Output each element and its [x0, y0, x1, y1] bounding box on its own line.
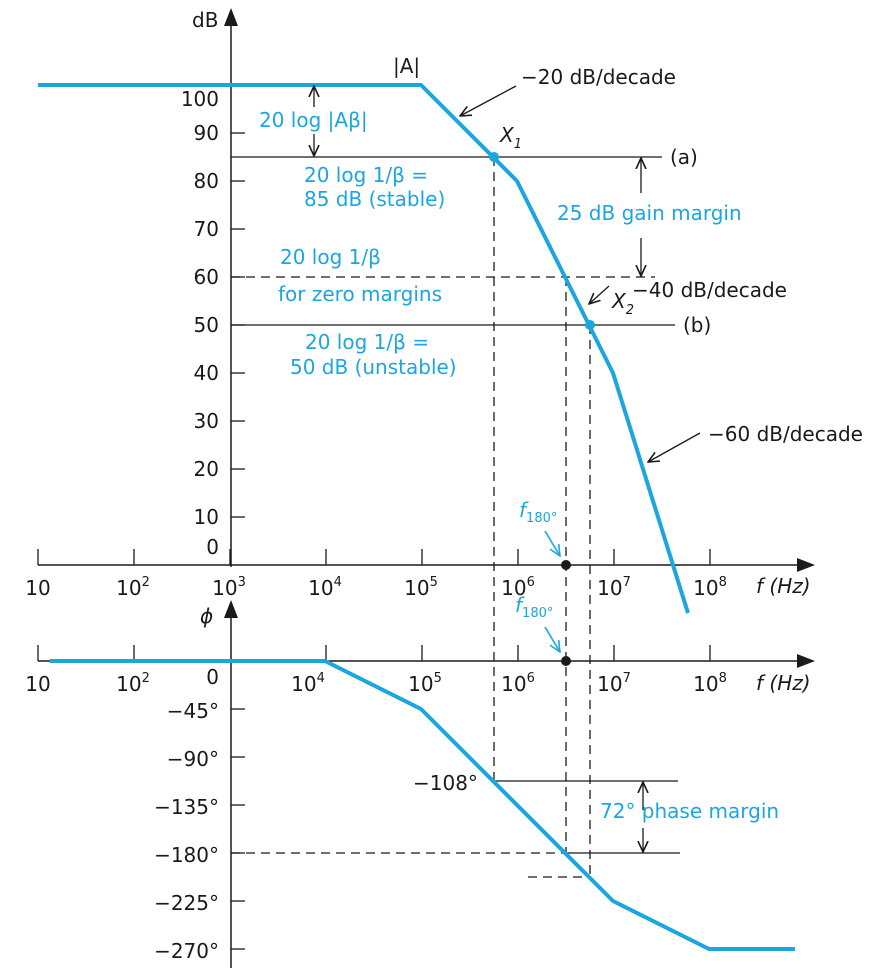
- f180-label-mag: f180°: [519, 498, 557, 526]
- freq-axis-label: f (Hz): [756, 574, 811, 598]
- f180-arrow-phase: [544, 626, 560, 652]
- beta85-line2: 85 dB (stable): [304, 187, 445, 211]
- annotations: |A| −20 dB/decade −40 dB/decade −60 dB/d…: [259, 54, 863, 823]
- y-tick-label: 60: [194, 265, 219, 289]
- abs-a-label: |A|: [393, 54, 420, 78]
- y-tick-label: −45°: [167, 699, 219, 723]
- phase-margin-label: 72° phase margin: [600, 799, 779, 823]
- x-tick-label: 108: [693, 575, 727, 600]
- x-tick-label: 104: [291, 671, 325, 696]
- y-tick-label: 90: [194, 121, 219, 145]
- y-tick-label: 70: [194, 217, 219, 241]
- freq-axis-label-2: f (Hz): [756, 671, 811, 695]
- f180-arrow-mag: [544, 530, 560, 556]
- beta50-line1: 20 log 1/β =: [305, 330, 429, 354]
- mag-y-arrowhead: [224, 8, 238, 26]
- x2-label: X2: [611, 289, 634, 318]
- f180-dot-phase: [561, 656, 571, 666]
- y-tick-label: 50: [194, 313, 219, 337]
- y-tick-label: −180°: [154, 843, 219, 867]
- slope20-arrow: [460, 85, 517, 116]
- line-a-label: (a): [670, 145, 698, 169]
- x-tick-label: 103: [212, 575, 246, 600]
- y-tick-label: 30: [194, 409, 219, 433]
- x-tick-label: 106: [501, 671, 535, 696]
- slope-60-label: −60 dB/decade: [708, 422, 863, 446]
- y-tick-label: 10: [194, 505, 219, 529]
- f180-label-phase: f180°: [515, 593, 553, 621]
- y-tick-label: 20: [194, 457, 219, 481]
- phase-x-tick-labels: 10 102 104 105 106 107 108 f (Hz): [25, 671, 810, 696]
- x-tick-label: 102: [116, 671, 150, 696]
- beta50-line2: 50 dB (unstable): [290, 355, 457, 379]
- slope60-arrow: [648, 432, 701, 462]
- phi-axis-label: ϕ: [200, 604, 213, 628]
- slope-20-label: −20 dB/decade: [521, 65, 676, 89]
- axes: [38, 8, 815, 968]
- x-tick-label: 105: [404, 575, 438, 600]
- mag-y-tick-labels: 100 90 80 70 60 50 40 30 20 10 0: [181, 87, 219, 559]
- db-axis-label: dB: [192, 8, 218, 32]
- beta60-line2: for zero margins: [278, 282, 442, 306]
- y-tick-label: −270°: [154, 939, 219, 963]
- point-x1: [489, 152, 499, 162]
- mag-x-arrowhead: [797, 558, 815, 572]
- phase-x-arrowhead: [797, 654, 815, 668]
- phase-zero-label: 0: [206, 665, 219, 689]
- phase-y-arrowhead: [224, 600, 238, 618]
- curves: [38, 83, 795, 951]
- y-tick-label: −225°: [154, 891, 219, 915]
- phase-minus108-label: −108°: [413, 771, 478, 795]
- x-tick-label: 10: [25, 576, 50, 600]
- y-tick-label: −90°: [167, 747, 219, 771]
- y-tick-label: 40: [194, 361, 219, 385]
- loop-gain-label: 20 log |Aβ|: [259, 108, 368, 132]
- x-tick-label: 107: [597, 575, 631, 600]
- beta85-line1: 20 log 1/β =: [304, 163, 428, 187]
- mag-x-tick-labels: 10 102 103 104 105 106 107 108 f (Hz): [25, 574, 810, 600]
- phase-y-tick-labels: 0 −45° −90° −135° −180° −225° −270°: [154, 665, 219, 963]
- reference-lines: [231, 156, 680, 878]
- x-tick-label: 102: [116, 575, 150, 600]
- x-tick-label: 107: [597, 671, 631, 696]
- x1-label: X1: [499, 123, 522, 152]
- phase-curve: [50, 659, 795, 951]
- f180-dot-mag: [561, 560, 571, 570]
- y-tick-label: −135°: [154, 795, 219, 819]
- slope-40-label: −40 dB/decade: [632, 278, 787, 302]
- point-x2: [585, 320, 595, 330]
- y-tick-label: 0: [206, 535, 219, 559]
- y-tick-label: 100: [181, 87, 219, 111]
- x-tick-label: 104: [308, 575, 342, 600]
- annotation-arrows: [314, 85, 701, 852]
- beta60-line1: 20 log 1/β: [280, 245, 381, 269]
- magnitude-curve: [38, 83, 690, 614]
- slope40-arrow: [589, 285, 610, 304]
- line-b-label: (b): [683, 313, 711, 337]
- y-tick-label: 80: [194, 169, 219, 193]
- x-tick-label: 105: [408, 671, 442, 696]
- x-tick-label: 10: [25, 672, 50, 696]
- gain-margin-label: 25 dB gain margin: [557, 201, 742, 225]
- x-tick-label: 108: [693, 671, 727, 696]
